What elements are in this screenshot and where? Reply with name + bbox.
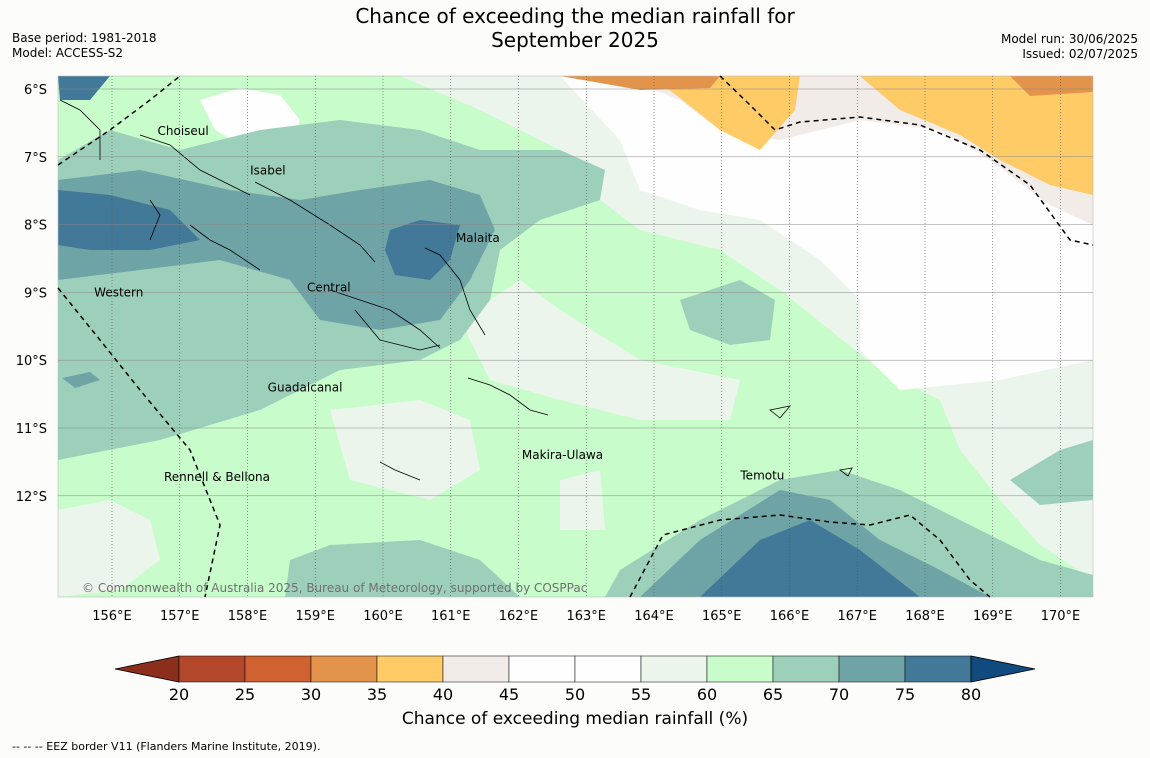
band-55-60-s (330, 400, 480, 500)
copyright-notice: © Commonwealth of Australia 2025, Bureau… (82, 581, 587, 595)
colorbar-tick-label: 55 (631, 685, 651, 704)
region-label: Central (307, 281, 351, 295)
longitude-label: 156°E (92, 609, 132, 624)
band-30-35-b (1010, 76, 1093, 96)
colorbar-swatch (376, 655, 444, 683)
colorbar-tick-label: 45 (499, 685, 519, 704)
colorbar-extend-low (114, 655, 180, 683)
band-75-80-w (58, 190, 200, 250)
colorbar-tick-label: 80 (961, 685, 981, 704)
colorbar-swatch (838, 655, 906, 683)
latitude-label: 6°S (24, 83, 47, 98)
band-75-80-c (385, 220, 460, 280)
latitude-label: 7°S (24, 151, 47, 166)
colorbar-tick-label: 20 (169, 685, 189, 704)
colorbar-swatch (178, 655, 246, 683)
colorbar-swatch (310, 655, 378, 683)
colorbar-tick-label: 40 (433, 685, 453, 704)
colorbar-tick-label: 75 (895, 685, 915, 704)
region-label: Makira-Ulawa (522, 448, 603, 462)
band-55-60-small (560, 470, 605, 530)
longitude-label: 168°E (905, 609, 945, 624)
eez-borders (57, 75, 1094, 598)
colorbar-tick-label: 30 (301, 685, 321, 704)
eez-legend-note: -- -- -- EEZ border V11 (Flanders Marine… (12, 740, 321, 753)
map-frame (57, 75, 1094, 598)
band-55-60-c (460, 280, 740, 420)
band-50-55 (560, 76, 1093, 390)
latitude-label: 12°S (16, 490, 47, 505)
region-labels: Choiseul Isabel Malaita Western Central Guada… (94, 124, 784, 484)
colorbar-swatch (904, 655, 972, 683)
colorbar-tick-label: 50 (565, 685, 585, 704)
latitude-label: 9°S (24, 286, 47, 301)
region-label: Guadalcanal (268, 380, 343, 394)
colorbar-swatch (640, 655, 708, 683)
region-label: Malaita (456, 231, 500, 245)
band-30-35-a (560, 76, 720, 90)
region-label: Western (94, 285, 143, 299)
band-70-75-w (62, 372, 100, 388)
band-35-40-a (650, 76, 800, 150)
longitude-label: 169°E (973, 609, 1013, 624)
longitude-label: 167°E (837, 609, 877, 624)
longitude-label: 162°E (499, 609, 539, 624)
colorbar-swatch (442, 655, 510, 683)
colorbar-extend-high (970, 655, 1036, 683)
longitude-label: 164°E (634, 609, 674, 624)
issued-date: Issued: 02/07/2025 (1022, 47, 1138, 61)
region-label: Rennell & Bellona (164, 470, 270, 484)
base-period: Base period: 1981-2018 (12, 31, 157, 45)
band-55-60-sw (58, 500, 160, 597)
colorbar-tick-label: 65 (763, 685, 783, 704)
graticule (58, 76, 1093, 597)
longitude-label: 160°E (363, 609, 403, 624)
colorbar-tick-label: 70 (829, 685, 849, 704)
colorbar-label: Chance of exceeding median rainfall (%) (401, 709, 749, 729)
band-65-70-e (680, 280, 775, 345)
colorbar-swatch (772, 655, 840, 683)
colorbar-tick-label: 25 (235, 685, 255, 704)
longitude-labels: 156°E 157°E 158°E 159°E 160°E 161°E 162°E 163°E… (92, 609, 1080, 624)
region-label: Choiseul (158, 124, 209, 138)
band-75-80-se (700, 520, 920, 597)
colorbar-tick-label: 35 (367, 685, 387, 704)
latitude-label: 10°S (16, 354, 47, 369)
colorbar-tick-labels: 20 25 30 35 40 45 50 55 60 65 70 75 80 (169, 685, 981, 704)
colorbar-swatch (574, 655, 642, 683)
page-title: Chance of exceeding the median rainfall … (355, 4, 795, 52)
region-label: Isabel (250, 163, 285, 177)
longitude-label: 166°E (770, 609, 810, 624)
model-run-date: Model run: 30/06/2025 (1000, 32, 1138, 46)
band-75-80-nw (58, 76, 110, 100)
longitude-label: 157°E (160, 609, 200, 624)
longitude-label: 170°E (1041, 609, 1081, 624)
colorbar-swatch (244, 655, 312, 683)
run-info: Model run: 30/06/2025 Issued: 02/07/2025 (1001, 32, 1138, 62)
longitude-label: 158°E (228, 609, 268, 624)
longitude-label: 159°E (295, 609, 335, 624)
model-info: Base period: 1981-2018 Model: ACCESS-S2 (12, 31, 157, 61)
band-35-40-b (860, 76, 1093, 195)
longitude-label: 165°E (702, 609, 742, 624)
band-65-70-s (285, 540, 520, 597)
latitude-label: 8°S (24, 219, 47, 234)
longitude-label: 163°E (566, 609, 606, 624)
latitude-label: 11°S (16, 422, 47, 437)
longitude-label: 161°E (431, 609, 471, 624)
colorbar-swatch (706, 655, 774, 683)
band-65-70-far-e (1010, 440, 1093, 505)
latitude-labels: 6°S 7°S 8°S 9°S 10°S 11°S 12°S (16, 83, 47, 505)
model-name: Model: ACCESS-S2 (12, 46, 124, 60)
colorbar-tick-label: 60 (697, 685, 717, 704)
coastlines (59, 99, 853, 481)
region-label: Temotu (739, 468, 784, 482)
colorbar-swatch (508, 655, 576, 683)
